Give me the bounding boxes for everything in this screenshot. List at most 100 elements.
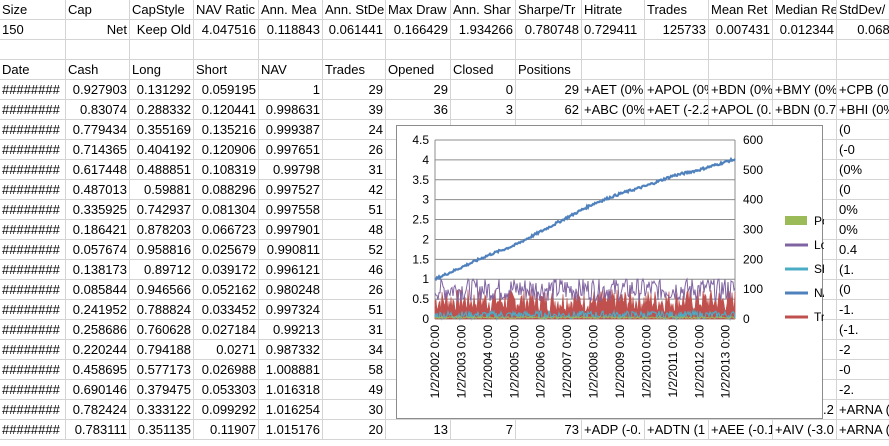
cell[interactable]: 0.794188 xyxy=(130,340,194,360)
cell[interactable]: 0.039172 xyxy=(194,260,259,280)
cell[interactable]: 48 xyxy=(323,220,386,240)
embedded-chart[interactable]: 0 0.5 1 1.5 2 2.5 3 3.5 4 4.5 0 100 200 300 400 500 600 1… xyxy=(396,125,824,419)
cell[interactable]: Sharpe/Tr xyxy=(516,0,582,20)
cell[interactable]: 0.108319 xyxy=(194,160,259,180)
cell[interactable]: 20 xyxy=(323,420,386,440)
cell[interactable]: 0.0271 xyxy=(194,340,259,360)
cell[interactable]: 0.012344 xyxy=(773,20,837,40)
cell[interactable]: NAV xyxy=(259,60,323,80)
cell[interactable]: 0.288332 xyxy=(130,100,194,120)
cell[interactable]: 0.878203 xyxy=(130,220,194,240)
cell[interactable]: Cash xyxy=(66,60,130,80)
cell[interactable]: -2. xyxy=(837,380,889,400)
cell[interactable]: 0.241952 xyxy=(66,300,130,320)
cell[interactable]: 0.998631 xyxy=(259,100,323,120)
cell[interactable] xyxy=(66,40,130,60)
cell[interactable]: 0.333122 xyxy=(130,400,194,420)
cell[interactable]: 29 xyxy=(323,80,386,100)
cell[interactable]: 0.120906 xyxy=(194,140,259,160)
cell[interactable]: ######## xyxy=(0,140,66,160)
cell[interactable]: ######## xyxy=(0,360,66,380)
cell[interactable]: 0.118843 xyxy=(259,20,323,40)
cell[interactable]: Hitrate xyxy=(582,0,645,20)
cell[interactable]: 13 xyxy=(386,420,451,440)
cell[interactable]: ######## xyxy=(0,260,66,280)
cell[interactable]: ######## xyxy=(0,220,66,240)
cell[interactable]: 58 xyxy=(323,360,386,380)
cell[interactable]: 51 xyxy=(323,200,386,220)
cell[interactable]: 0.488851 xyxy=(130,160,194,180)
cell[interactable]: 0.135216 xyxy=(194,120,259,140)
cell[interactable]: 3 xyxy=(451,100,516,120)
cell[interactable]: -2 xyxy=(837,340,889,360)
cell[interactable]: +AET (0% xyxy=(582,80,645,100)
cell[interactable]: 0.138173 xyxy=(66,260,130,280)
cell[interactable]: 0.577173 xyxy=(130,360,194,380)
cell[interactable]: Date xyxy=(0,60,66,80)
cell[interactable]: 31 xyxy=(323,320,386,340)
cell[interactable]: 52 xyxy=(323,240,386,260)
cell[interactable]: 0.026988 xyxy=(194,360,259,380)
cell[interactable]: ######## xyxy=(0,80,66,100)
cell[interactable]: 0.742937 xyxy=(130,200,194,220)
cell[interactable]: Closed xyxy=(451,60,516,80)
cell[interactable] xyxy=(645,60,709,80)
cell[interactable]: 0.89712 xyxy=(130,260,194,280)
cell[interactable]: 0.997324 xyxy=(259,300,323,320)
cell[interactable]: ######## xyxy=(0,100,66,120)
cell[interactable]: 0.779434 xyxy=(66,120,130,140)
cell[interactable]: +BHI (0% xyxy=(837,100,889,120)
cell[interactable] xyxy=(386,40,451,60)
cell[interactable]: (-1. xyxy=(837,320,889,340)
cell[interactable]: +AEE (-0.1 xyxy=(709,420,773,440)
cell[interactable]: (0 xyxy=(837,180,889,200)
cell[interactable]: NAV Ratic xyxy=(194,0,259,20)
cell[interactable]: ######## xyxy=(0,340,66,360)
cell[interactable]: ######## xyxy=(0,120,66,140)
cell[interactable]: 62 xyxy=(516,100,582,120)
cell[interactable]: +BDN (0% xyxy=(709,80,773,100)
cell[interactable]: 1.015176 xyxy=(259,420,323,440)
cell[interactable]: 4.047516 xyxy=(194,20,259,40)
cell[interactable]: 150 xyxy=(0,20,66,40)
cell[interactable]: 125733 xyxy=(645,20,709,40)
cell[interactable] xyxy=(582,60,645,80)
cell[interactable]: 0.351135 xyxy=(130,420,194,440)
cell[interactable] xyxy=(582,40,645,60)
cell[interactable]: 42 xyxy=(323,180,386,200)
cell[interactable]: +ABC (0% xyxy=(582,100,645,120)
cell[interactable]: (0 xyxy=(837,120,889,140)
cell[interactable]: 39 xyxy=(323,100,386,120)
cell[interactable] xyxy=(516,40,582,60)
cell[interactable]: 0.996121 xyxy=(259,260,323,280)
cell[interactable]: 0.617448 xyxy=(66,160,130,180)
cell[interactable]: Ann. StDe xyxy=(323,0,386,20)
cell[interactable]: ######## xyxy=(0,160,66,180)
cell[interactable]: 34 xyxy=(323,340,386,360)
cell[interactable]: 26 xyxy=(323,280,386,300)
cell[interactable]: 29 xyxy=(516,80,582,100)
cell[interactable]: 0.081304 xyxy=(194,200,259,220)
cell[interactable] xyxy=(259,40,323,60)
cell[interactable]: 0.033452 xyxy=(194,300,259,320)
cell[interactable]: 26 xyxy=(323,140,386,160)
cell[interactable]: 0.335925 xyxy=(66,200,130,220)
cell[interactable]: 0.120441 xyxy=(194,100,259,120)
cell[interactable]: 0.987332 xyxy=(259,340,323,360)
cell[interactable]: 0.997901 xyxy=(259,220,323,240)
cell[interactable]: 0.958816 xyxy=(130,240,194,260)
cell[interactable] xyxy=(709,60,773,80)
cell[interactable]: ######## xyxy=(0,180,66,200)
cell[interactable]: -1. xyxy=(837,300,889,320)
cell[interactable]: Short xyxy=(194,60,259,80)
cell[interactable]: 0.258686 xyxy=(66,320,130,340)
cell[interactable]: 0.025679 xyxy=(194,240,259,260)
cell[interactable]: 0.946566 xyxy=(130,280,194,300)
cell[interactable]: 0.788824 xyxy=(130,300,194,320)
cell[interactable]: 0.053303 xyxy=(194,380,259,400)
cell[interactable]: (0 xyxy=(837,280,889,300)
cell[interactable]: 0.59881 xyxy=(130,180,194,200)
cell[interactable] xyxy=(323,40,386,60)
cell[interactable]: Cap xyxy=(66,0,130,20)
cell[interactable]: +BDN (0.7 xyxy=(773,100,837,120)
